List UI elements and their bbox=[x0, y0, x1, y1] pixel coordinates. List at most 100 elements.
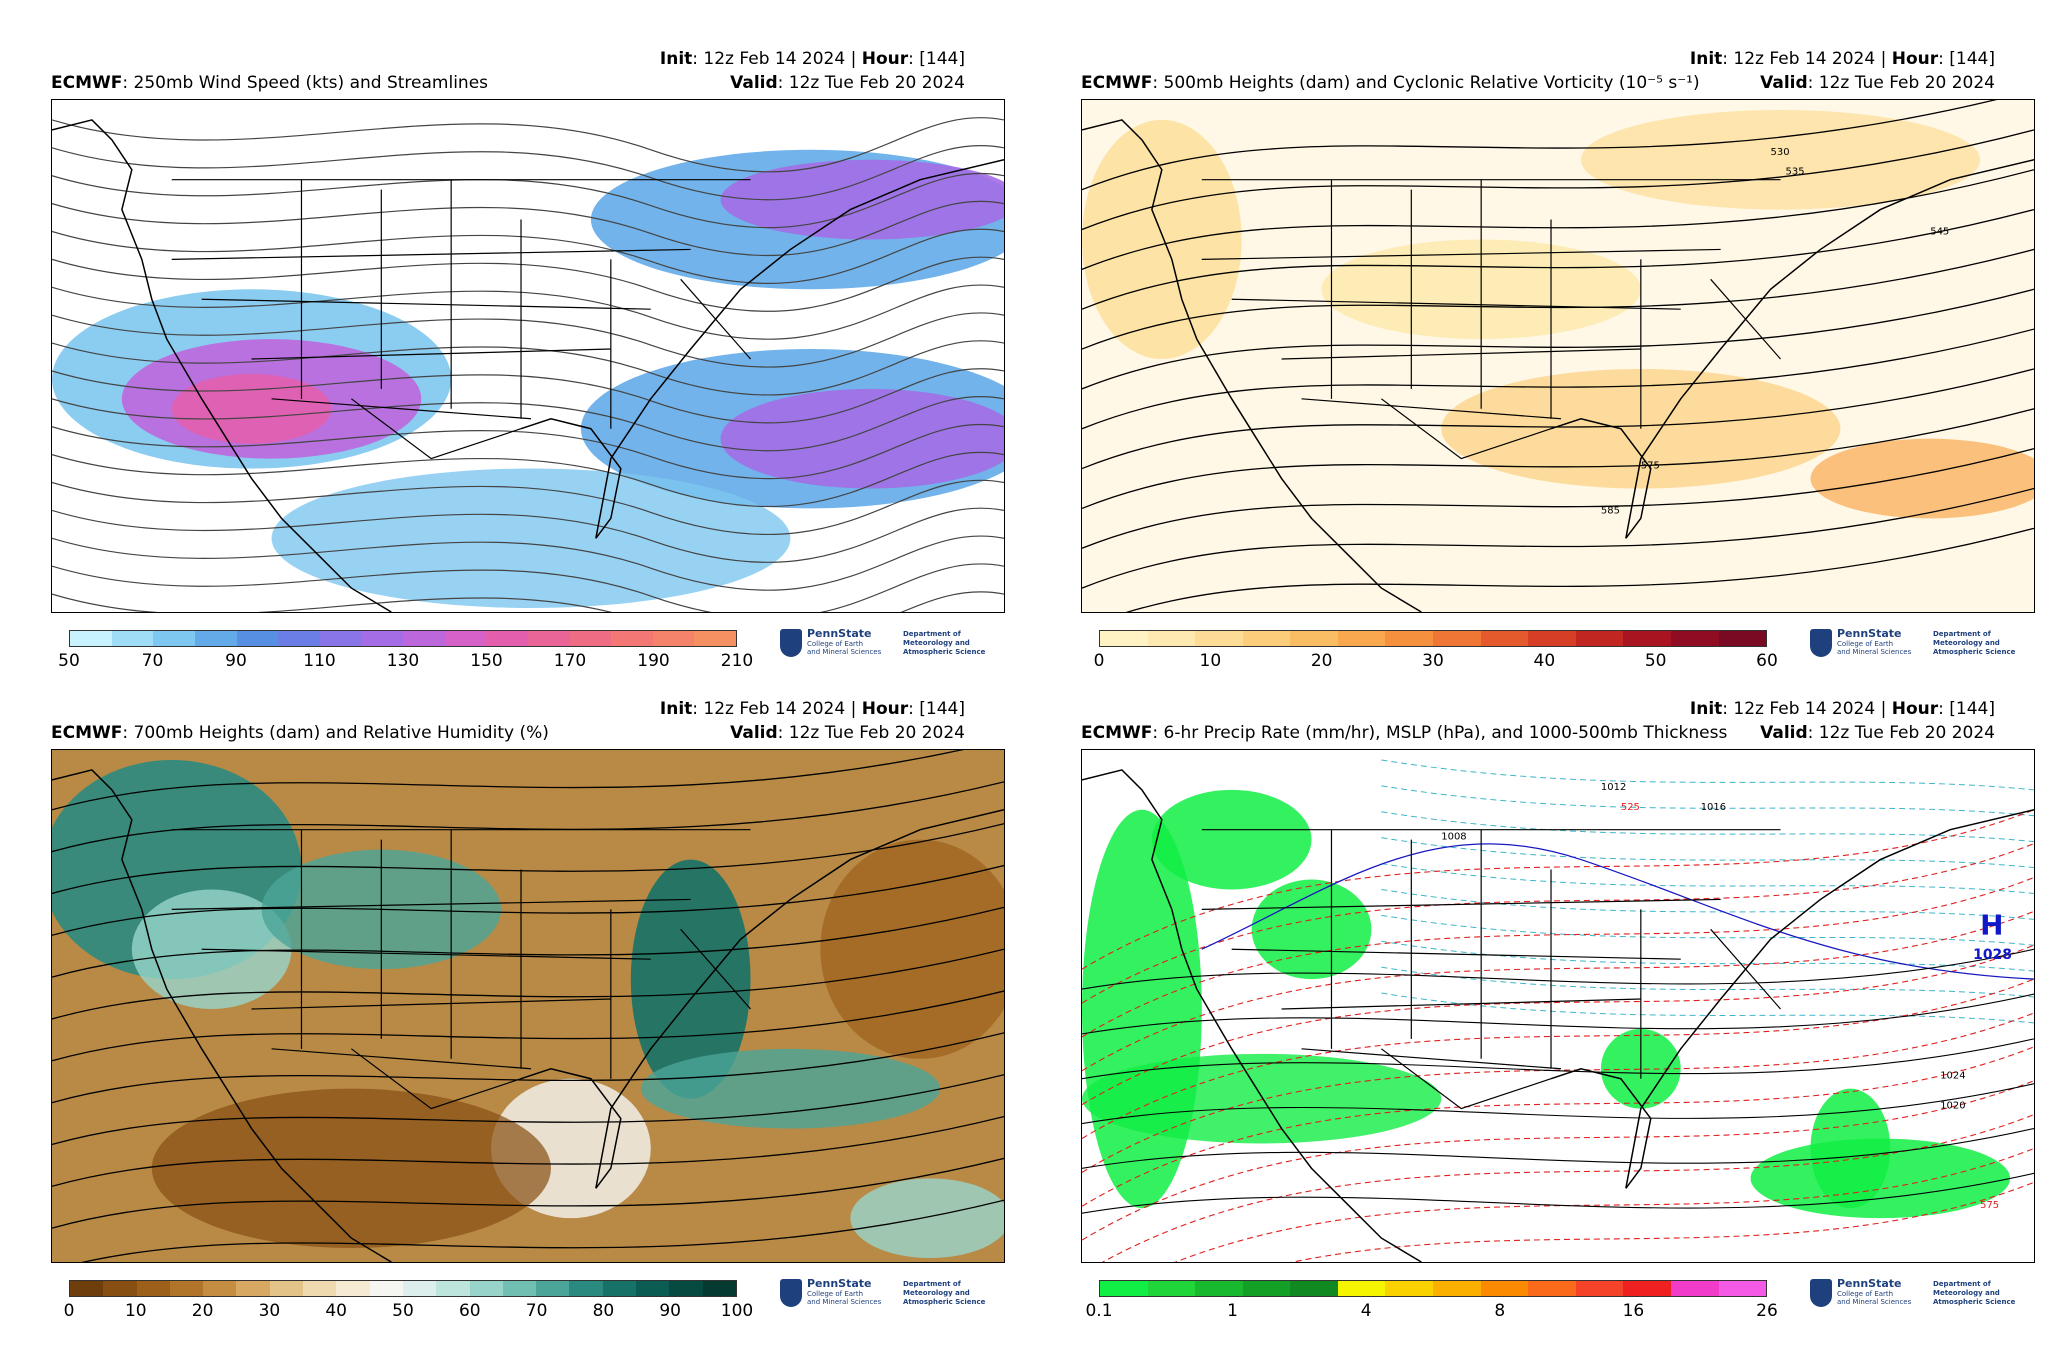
map-line bbox=[595, 159, 1004, 539]
map-line bbox=[52, 990, 1004, 1062]
colorbar-swatch bbox=[469, 1281, 503, 1296]
colorbar-tick-label: 30 bbox=[1422, 651, 1444, 671]
map-field-region bbox=[1082, 119, 1242, 359]
map-line bbox=[52, 479, 1004, 536]
colorbar-swatch bbox=[1195, 631, 1243, 646]
map-line bbox=[1381, 1048, 1552, 1110]
colorbar-swatch bbox=[403, 631, 445, 646]
map-line bbox=[1625, 809, 2034, 1189]
logo-name: PennState bbox=[1837, 1277, 1902, 1290]
colorbar-tick-label: 0 bbox=[63, 1301, 75, 1321]
colorbar-tick-label: 16 bbox=[1622, 1301, 1645, 1321]
colorbar-ticks: 0 10 20 30 40 50 60 bbox=[1094, 651, 1778, 675]
weather-map: 530 535 545 575 585 bbox=[1081, 99, 2035, 613]
weather-map: H 1028 1016 1012 1008 1020 1024 525 575 bbox=[1081, 749, 2035, 1263]
map-line bbox=[520, 417, 622, 539]
colorbar-swatch bbox=[236, 631, 279, 646]
map-line bbox=[52, 769, 392, 1262]
map-line bbox=[52, 312, 1004, 368]
colorbar bbox=[69, 630, 737, 647]
contour-label: 525 bbox=[1621, 802, 1640, 813]
map-line bbox=[81, 1199, 1004, 1262]
map-line bbox=[1082, 944, 2034, 1106]
map-line bbox=[1082, 368, 2034, 470]
map-line bbox=[1625, 159, 2034, 539]
colorbar-tick-label: 110 bbox=[303, 651, 336, 671]
colorbar-tick-label: 100 bbox=[720, 1301, 754, 1321]
colorbar-swatch bbox=[169, 1281, 204, 1296]
map-line bbox=[1082, 119, 1422, 612]
map-line bbox=[1201, 843, 2034, 980]
colorbar-swatch bbox=[1290, 1281, 1338, 1296]
map-line bbox=[1201, 248, 1721, 260]
pennstate-logo: PennState College of Earth and Mineral S… bbox=[1810, 1277, 2040, 1315]
map-line bbox=[52, 256, 1004, 312]
colorbar-tick-label: 60 bbox=[1756, 651, 1778, 671]
colorbar-tick-label: 4 bbox=[1360, 1301, 1372, 1321]
colorbar-swatch bbox=[303, 1281, 337, 1296]
contour-label: 575 bbox=[1641, 461, 1660, 472]
logo-college: College of Earth and Mineral Sciences bbox=[1837, 1290, 1912, 1306]
map-line bbox=[1082, 843, 2034, 1004]
map-field-region bbox=[1810, 1088, 1891, 1209]
valid-line: Valid: 12z Tue Feb 20 2024 bbox=[1760, 723, 1995, 743]
colorbar-swatch bbox=[502, 1281, 537, 1296]
map-line bbox=[1082, 993, 2034, 1035]
map-line bbox=[1381, 992, 2034, 1024]
valid-line: Valid: 12z Tue Feb 20 2024 bbox=[730, 73, 965, 93]
map-line bbox=[1082, 1038, 2034, 1080]
colorbar-tick-label: 130 bbox=[386, 651, 420, 671]
map-line bbox=[1174, 1147, 2034, 1262]
map-line bbox=[680, 928, 751, 1010]
colorbar-ticks: 0 10 20 30 40 50 60 70 80 90 100 bbox=[64, 1301, 754, 1325]
map-line bbox=[1082, 1127, 2034, 1169]
colorbar-swatch bbox=[1480, 631, 1529, 646]
colorbar-swatch bbox=[1623, 631, 1671, 646]
panel-500mb-vorticity: Init: 12z Feb 14 2024 | Hour: [144] ECMW… bbox=[1030, 0, 2035, 671]
map-line bbox=[1710, 278, 1781, 360]
init-line: Init: 12z Feb 14 2024 | Hour: [144] bbox=[659, 49, 965, 69]
map-line bbox=[1082, 1046, 2034, 1207]
colorbar-swatch bbox=[402, 1281, 437, 1296]
colorbar-swatch bbox=[1528, 631, 1576, 646]
colorbar-swatch bbox=[602, 1281, 637, 1296]
colorbar-tick-label: 26 bbox=[1756, 1301, 1778, 1321]
colorbar-swatch bbox=[1575, 631, 1624, 646]
colorbar-swatch bbox=[611, 631, 653, 646]
pennstate-shield-icon bbox=[1810, 629, 1832, 657]
colorbar-tick-label: 10 bbox=[124, 1301, 147, 1321]
map-line bbox=[52, 368, 1004, 424]
map-line bbox=[1381, 966, 2034, 998]
map-line bbox=[201, 948, 651, 960]
map-line bbox=[52, 750, 964, 811]
map-canvas: H 1028 1016 1012 1008 1020 1024 525 575 bbox=[1082, 750, 2034, 1262]
map-line bbox=[52, 591, 1004, 612]
colorbar-tick-label: 70 bbox=[141, 651, 164, 671]
map-line bbox=[1082, 1172, 2034, 1214]
pennstate-logo: PennState College of Earth and Mineral S… bbox=[780, 627, 1010, 665]
colorbar-swatch bbox=[569, 631, 612, 646]
logo-name: PennState bbox=[1837, 627, 1902, 640]
map-line bbox=[1550, 417, 1652, 539]
colorbar-swatch bbox=[1670, 1281, 1719, 1296]
colorbar-swatch bbox=[1147, 631, 1196, 646]
panel-title: ECMWF: 500mb Heights (dam) and Cyclonic … bbox=[1081, 73, 1700, 93]
map-line bbox=[52, 1074, 1004, 1146]
map-line bbox=[1381, 785, 2034, 817]
map-line bbox=[1082, 1080, 2034, 1241]
map-line bbox=[52, 864, 1004, 936]
logo-department: Department of Meteorology and Atmospheri… bbox=[903, 630, 986, 656]
map-line bbox=[52, 423, 1004, 480]
map-line bbox=[1082, 408, 2034, 510]
colorbar-tick-label: 30 bbox=[258, 1301, 281, 1321]
colorbar-swatch bbox=[652, 631, 695, 646]
map-canvas bbox=[52, 750, 1004, 1262]
map-line bbox=[1381, 811, 2034, 843]
colorbar bbox=[1099, 1280, 1767, 1297]
colorbar-swatch bbox=[153, 631, 195, 646]
map-line bbox=[520, 1067, 622, 1189]
map-line bbox=[251, 348, 611, 360]
colorbar-swatch bbox=[1718, 631, 1767, 646]
pennstate-shield-icon bbox=[1810, 1279, 1832, 1307]
map-line bbox=[351, 398, 522, 460]
